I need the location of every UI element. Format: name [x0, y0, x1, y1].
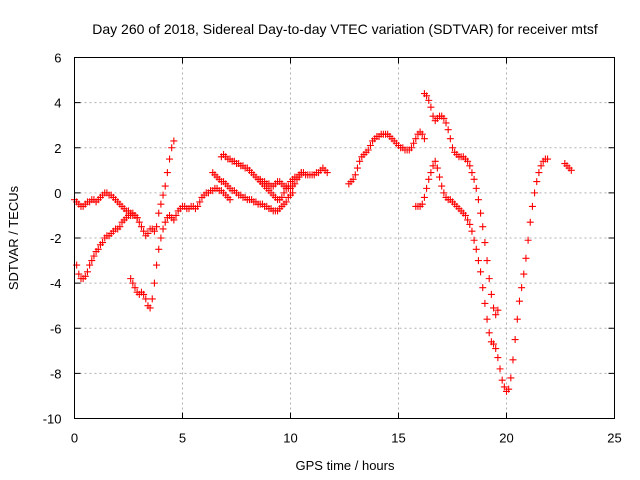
- ticks-layer: 0 5 10 15 20 25 -10 -8 -6 -4 -2 0 2 4 6: [43, 51, 622, 446]
- data-point: [479, 223, 486, 230]
- data-point: [475, 257, 482, 264]
- data-point: [421, 194, 428, 201]
- data-point: [164, 169, 171, 176]
- y-tick-label: -4: [50, 276, 62, 291]
- grid-layer: [75, 58, 615, 419]
- y-tick-label: -2: [50, 231, 62, 246]
- data-point: [514, 316, 521, 323]
- data-point: [162, 183, 169, 190]
- x-tick-label: 20: [499, 431, 513, 446]
- data-series-4: [218, 151, 331, 203]
- data-point: [166, 156, 173, 163]
- data-point: [477, 210, 484, 217]
- data-series-10: [561, 160, 574, 174]
- data-series-5: [209, 169, 296, 214]
- data-point: [153, 262, 160, 269]
- data-series-3: [127, 185, 233, 312]
- data-point: [481, 300, 488, 307]
- data-point: [427, 169, 434, 176]
- data-point: [468, 228, 475, 235]
- data-point: [468, 169, 475, 176]
- data-point: [447, 135, 454, 142]
- data-point: [157, 201, 164, 208]
- y-tick-label: 2: [54, 141, 61, 156]
- data-point: [484, 257, 491, 264]
- y-tick-label: 0: [54, 186, 61, 201]
- data-point: [516, 298, 523, 305]
- data-point: [499, 377, 506, 384]
- data-point: [507, 374, 514, 381]
- data-point: [354, 165, 361, 172]
- y-tick-label: -10: [43, 412, 62, 427]
- x-tick-label: 5: [179, 431, 186, 446]
- data-point: [157, 235, 164, 242]
- x-axis-label: GPS time / hours: [296, 458, 395, 473]
- data-point: [155, 246, 162, 253]
- data-point: [486, 275, 493, 282]
- data-point: [471, 176, 478, 183]
- x-tick-label: 15: [391, 431, 405, 446]
- data-point: [168, 144, 175, 151]
- data-point: [520, 271, 527, 278]
- data-point: [527, 219, 534, 226]
- x-tick-label: 25: [607, 431, 621, 446]
- data-series-8: [421, 90, 501, 318]
- y-tick-label: 6: [54, 51, 61, 66]
- data-point: [160, 225, 167, 232]
- data-point: [535, 169, 542, 176]
- data-point: [522, 255, 529, 262]
- data-point: [425, 176, 432, 183]
- y-tick-label: 4: [54, 96, 61, 111]
- data-point: [149, 295, 156, 302]
- data-point: [486, 329, 493, 336]
- x-tick-label: 0: [71, 431, 78, 446]
- data-point: [479, 284, 486, 291]
- data-marks-layer: [71, 90, 575, 395]
- data-point: [155, 210, 162, 217]
- data-point: [427, 104, 434, 111]
- data-point: [438, 183, 445, 190]
- data-point: [488, 291, 495, 298]
- y-tick-label: -8: [50, 366, 62, 381]
- data-point: [151, 280, 158, 287]
- y-axis-label: SDTVAR / TECUs: [6, 185, 21, 290]
- data-point: [484, 316, 491, 323]
- data-point: [518, 284, 525, 291]
- data-point: [170, 137, 177, 144]
- data-point: [529, 203, 536, 210]
- x-tick-label: 10: [283, 431, 297, 446]
- data-point: [475, 196, 482, 203]
- data-point: [512, 336, 519, 343]
- chart-title: Day 260 of 2018, Sidereal Day-to-day VTE…: [92, 21, 598, 37]
- data-series-9: [412, 156, 551, 395]
- data-point: [509, 356, 516, 363]
- data-point: [436, 174, 443, 181]
- data-series-2: [73, 212, 140, 282]
- data-point: [481, 239, 488, 246]
- data-point: [533, 178, 540, 185]
- data-series-7: [345, 128, 428, 187]
- data-point: [473, 185, 480, 192]
- data-point: [445, 126, 452, 133]
- data-point: [473, 246, 480, 253]
- data-point: [497, 365, 504, 372]
- data-point: [471, 237, 478, 244]
- data-point: [494, 354, 501, 361]
- data-series-1: [71, 137, 177, 239]
- data-point: [531, 189, 538, 196]
- data-point: [477, 268, 484, 275]
- data-point: [423, 185, 430, 192]
- y-tick-label: -6: [50, 321, 62, 336]
